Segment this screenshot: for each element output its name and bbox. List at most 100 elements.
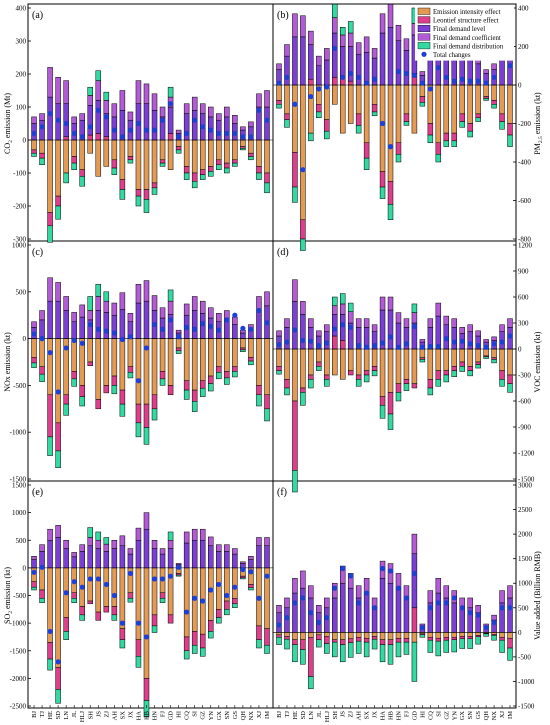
bar-final_demand_level-hn: [395, 40, 402, 86]
y-tick-label: 200: [518, 43, 529, 51]
bar-final_demand_level-sh: [332, 32, 338, 78]
x-tick-label-im: IM: [507, 711, 514, 719]
bar-final_demand_distribution-nx: [248, 156, 254, 161]
bar-final_demand_distribution-gx: [459, 638, 465, 649]
bar-emission_intensity-sd: [55, 139, 61, 197]
bar-leontief_structure-tj: [284, 636, 290, 640]
bar-final_demand_coefficient-hlj: [324, 597, 330, 609]
bar-final_demand_level-sx: [119, 545, 126, 569]
bar-leontief_structure-sn: [467, 123, 473, 132]
total-change-dot-bj: [276, 622, 282, 628]
bar-final_demand_distribution-si: [435, 379, 442, 387]
bar-emission_intensity-gs: [232, 567, 238, 599]
bar-leontief_structure-nx: [248, 584, 254, 589]
bar-final_demand_coefficient-cq: [183, 103, 190, 114]
bar-final_demand_distribution-gs: [232, 371, 238, 378]
total-change-dot-jx: [127, 127, 134, 133]
bar-leontief_structure-js: [95, 133, 102, 141]
total-change-dot-he: [292, 101, 298, 107]
bar-emission_intensity-sh: [87, 139, 93, 154]
figure-frame: [27, 3, 517, 709]
total-change-dot-sh: [87, 124, 93, 130]
bar-final_demand_level-js: [339, 314, 346, 341]
bar-final_demand_coefficient-jl: [316, 605, 322, 613]
bar-emission_intensity-he: [292, 348, 298, 402]
total-change-dot-cq: [184, 130, 190, 136]
bar-leontief_structure-hi: [419, 96, 426, 103]
total-change-dot-gs: [232, 130, 238, 136]
bar-final_demand_coefficient-yn: [208, 106, 214, 118]
bar-final_demand_level-sd: [55, 300, 61, 339]
x-tick-label-gz: GZ: [443, 711, 450, 720]
total-change-dot-ha: [379, 120, 386, 127]
bar-leontief_structure-hn: [151, 182, 158, 189]
total-change-dot-si: [192, 595, 198, 601]
total-change-dot-hb: [387, 568, 394, 574]
x-tick-label-cq: CQ: [184, 711, 191, 720]
bar-emission_intensity-hi: [419, 348, 426, 358]
bar-final_demand_coefficient-hn: [151, 295, 158, 311]
bar-final_demand_distribution-gz: [443, 639, 450, 653]
bar-final_demand_coefficient-he: [292, 578, 298, 594]
bar-final_demand_level-jl: [71, 321, 77, 339]
bar-leontief_structure-jl: [316, 634, 322, 640]
bar-leontief_structure-xj: [256, 385, 262, 396]
bar-final_demand_coefficient-nx: [491, 614, 497, 621]
bar-final_demand_distribution-jx: [371, 638, 378, 650]
bar-emission_intensity-tj: [284, 84, 290, 115]
bar-final_demand_coefficient-sn: [467, 597, 473, 609]
bar-leontief_structure-sn: [224, 162, 230, 169]
bar-final_demand_level-hn: [151, 110, 158, 141]
bar-leontief_structure-jl: [71, 592, 77, 599]
bar-leontief_structure-hlj: [324, 636, 330, 644]
bar-final_demand_coefficient-si: [191, 528, 198, 541]
bar-emission_intensity-gd: [411, 84, 418, 134]
bar-emission_intensity-js: [95, 338, 102, 400]
bar-final_demand_distribution-sd: [300, 238, 306, 251]
y-tick-label: -100: [13, 170, 26, 178]
bar-emission_intensity-jx: [371, 348, 378, 367]
bar-final_demand_distribution-yn: [451, 140, 457, 147]
bar-leontief_structure-gz: [443, 132, 450, 142]
x-tick-label-gs: GS: [475, 711, 482, 720]
bar-final_demand_coefficient-hi: [175, 563, 182, 565]
x-tick-label-gx: GX: [216, 711, 223, 721]
bar-final_demand_coefficient-bj: [31, 116, 37, 124]
bar-final_demand_coefficient-qh: [483, 339, 489, 343]
bar-final_demand_coefficient-hlj: [79, 113, 85, 121]
bar-final_demand_distribution-hn: [395, 154, 402, 163]
total-change-dot-sd: [300, 167, 306, 173]
bar-final_demand_distribution-js: [339, 644, 346, 663]
x-tick-label-hn: HN: [152, 711, 159, 721]
total-change-dot-zj: [348, 573, 354, 579]
bar-final_demand_distribution-cq: [183, 172, 190, 180]
bar-emission_intensity-yn: [451, 632, 457, 638]
bar-final_demand_distribution-gx: [216, 164, 222, 170]
total-change-dot-gx: [216, 130, 222, 136]
bar-leontief_structure-hn: [395, 637, 402, 643]
bar-final_demand_level-gx: [459, 607, 465, 633]
bar-final_demand_level-ln: [63, 310, 69, 339]
bar-leontief_structure-sx: [119, 179, 126, 190]
total-change-dot-im: [507, 63, 513, 69]
bar-final_demand_level-hb: [387, 582, 394, 633]
bar-final_demand_distribution-nx: [491, 104, 497, 109]
panel-c: -1500 -1000 -500 0 500 1000 NOx emission (kt) (…: [3, 242, 273, 484]
bar-final_demand_distribution-sx: [363, 641, 370, 658]
bar-final_demand_distribution-fj: [403, 121, 410, 126]
total-change-dot-js: [340, 565, 346, 572]
bar-emission_intensity-nx: [248, 338, 254, 358]
bar-final_demand_level-fj: [403, 597, 410, 633]
bar-final_demand_distribution-hn: [151, 408, 158, 421]
bar-leontief_structure-fj: [159, 592, 166, 599]
bar-final_demand_level-zj: [103, 551, 110, 569]
bar-final_demand_coefficient-he: [47, 277, 53, 302]
bar-final_demand_distribution-gx: [216, 617, 222, 624]
bar-final_demand_distribution-hb: [387, 413, 394, 430]
total-change-dot-nx: [248, 134, 254, 140]
bar-emission_intensity-sx: [363, 84, 370, 143]
bar-leontief_structure-sh: [332, 77, 338, 86]
bar-emission_intensity-sn: [467, 348, 473, 367]
bar-leontief_structure-ln: [308, 374, 314, 380]
bar-final_demand_coefficient-sd: [300, 15, 306, 38]
